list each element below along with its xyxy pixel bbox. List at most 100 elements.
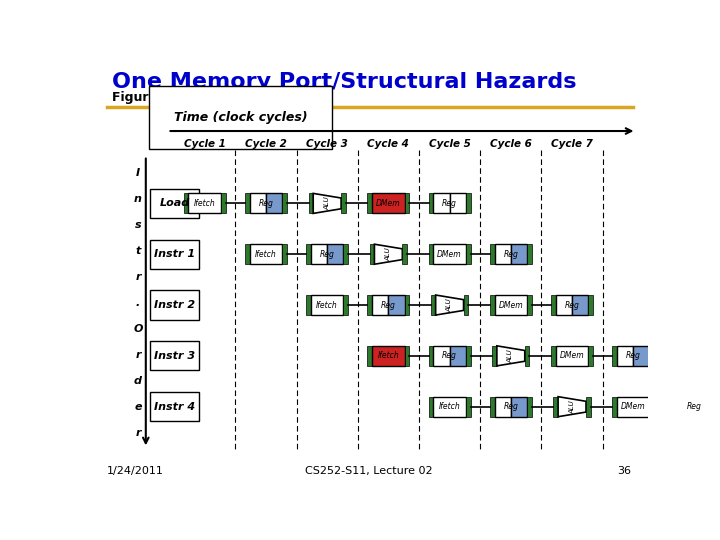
Text: r: r <box>135 272 141 282</box>
Polygon shape <box>374 244 402 264</box>
Text: Cycle 6: Cycle 6 <box>490 139 532 149</box>
FancyBboxPatch shape <box>250 193 266 213</box>
FancyBboxPatch shape <box>245 193 250 213</box>
Text: Instr 3: Instr 3 <box>154 351 195 361</box>
Text: Ifetch: Ifetch <box>377 352 400 360</box>
Text: Reg: Reg <box>442 352 457 360</box>
FancyBboxPatch shape <box>617 346 634 366</box>
FancyBboxPatch shape <box>282 244 287 264</box>
FancyBboxPatch shape <box>495 295 527 315</box>
Text: Reg: Reg <box>503 402 518 411</box>
Text: DMem: DMem <box>437 249 462 259</box>
FancyBboxPatch shape <box>428 346 433 366</box>
Text: Instr 4: Instr 4 <box>154 402 195 411</box>
Text: Cycle 4: Cycle 4 <box>367 139 409 149</box>
Text: Instr 2: Instr 2 <box>154 300 195 310</box>
Text: Reg: Reg <box>503 249 518 259</box>
Text: Reg: Reg <box>320 249 335 259</box>
FancyBboxPatch shape <box>510 397 527 417</box>
FancyBboxPatch shape <box>612 346 617 366</box>
FancyBboxPatch shape <box>551 295 556 315</box>
FancyBboxPatch shape <box>449 193 466 213</box>
FancyBboxPatch shape <box>466 397 471 417</box>
FancyBboxPatch shape <box>612 397 617 417</box>
FancyBboxPatch shape <box>490 244 495 264</box>
FancyBboxPatch shape <box>525 346 529 366</box>
FancyBboxPatch shape <box>184 193 189 213</box>
FancyBboxPatch shape <box>433 397 466 417</box>
FancyBboxPatch shape <box>428 397 433 417</box>
FancyBboxPatch shape <box>695 397 711 417</box>
FancyBboxPatch shape <box>372 295 388 315</box>
FancyBboxPatch shape <box>367 295 372 315</box>
Text: DMem: DMem <box>376 199 401 208</box>
FancyBboxPatch shape <box>495 397 510 417</box>
FancyBboxPatch shape <box>311 244 327 264</box>
Polygon shape <box>497 346 525 366</box>
FancyBboxPatch shape <box>510 244 527 264</box>
Text: Reg: Reg <box>564 301 580 309</box>
FancyBboxPatch shape <box>674 397 678 417</box>
Text: Cycle 3: Cycle 3 <box>306 139 348 149</box>
Text: d: d <box>134 376 142 386</box>
Text: Cycle 5: Cycle 5 <box>428 139 471 149</box>
Text: Reg: Reg <box>687 402 702 411</box>
FancyBboxPatch shape <box>372 346 405 366</box>
FancyBboxPatch shape <box>150 189 199 218</box>
Text: DMem: DMem <box>559 352 585 360</box>
FancyBboxPatch shape <box>466 193 471 213</box>
FancyBboxPatch shape <box>402 244 407 264</box>
Text: Reg: Reg <box>442 199 457 208</box>
FancyBboxPatch shape <box>527 244 532 264</box>
FancyBboxPatch shape <box>388 295 405 315</box>
FancyBboxPatch shape <box>367 193 372 213</box>
FancyBboxPatch shape <box>367 346 372 366</box>
Text: Instr 1: Instr 1 <box>154 249 195 259</box>
Polygon shape <box>313 193 341 213</box>
Polygon shape <box>436 295 464 315</box>
FancyBboxPatch shape <box>405 295 409 315</box>
Text: Reg: Reg <box>381 301 396 309</box>
Text: Ifetch: Ifetch <box>316 301 338 309</box>
FancyBboxPatch shape <box>649 397 654 417</box>
FancyBboxPatch shape <box>428 193 433 213</box>
FancyBboxPatch shape <box>250 244 282 264</box>
FancyBboxPatch shape <box>711 397 716 417</box>
Text: Figure A.4, Page A-14: Figure A.4, Page A-14 <box>112 91 265 104</box>
Text: Load: Load <box>159 198 189 208</box>
FancyBboxPatch shape <box>466 346 471 366</box>
FancyBboxPatch shape <box>490 295 495 315</box>
FancyBboxPatch shape <box>617 397 649 417</box>
FancyBboxPatch shape <box>464 295 468 315</box>
FancyBboxPatch shape <box>405 193 409 213</box>
FancyBboxPatch shape <box>150 291 199 320</box>
Text: 36: 36 <box>617 467 631 476</box>
Text: DMem: DMem <box>621 402 646 411</box>
FancyBboxPatch shape <box>341 193 346 213</box>
FancyBboxPatch shape <box>343 244 348 264</box>
Text: t: t <box>135 246 140 255</box>
Text: ALU: ALU <box>446 298 453 312</box>
Text: Ifetch: Ifetch <box>438 402 461 411</box>
Text: r: r <box>135 428 141 438</box>
Text: One Memory Port/Structural Hazards: One Memory Port/Structural Hazards <box>112 72 576 92</box>
FancyBboxPatch shape <box>309 193 313 213</box>
FancyBboxPatch shape <box>433 193 449 213</box>
FancyBboxPatch shape <box>449 346 466 366</box>
FancyBboxPatch shape <box>551 346 556 366</box>
FancyBboxPatch shape <box>221 193 225 213</box>
Text: s: s <box>135 220 141 229</box>
FancyBboxPatch shape <box>527 397 532 417</box>
Text: r: r <box>135 350 141 360</box>
Text: Ifetch: Ifetch <box>194 199 215 208</box>
FancyBboxPatch shape <box>150 392 199 421</box>
Text: Cycle 1: Cycle 1 <box>184 139 225 149</box>
Text: Cycle 2: Cycle 2 <box>245 139 287 149</box>
FancyBboxPatch shape <box>431 295 436 315</box>
Text: Reg: Reg <box>258 199 274 208</box>
FancyBboxPatch shape <box>586 397 590 417</box>
FancyBboxPatch shape <box>588 295 593 315</box>
FancyBboxPatch shape <box>527 295 532 315</box>
FancyBboxPatch shape <box>370 244 374 264</box>
FancyBboxPatch shape <box>343 295 348 315</box>
